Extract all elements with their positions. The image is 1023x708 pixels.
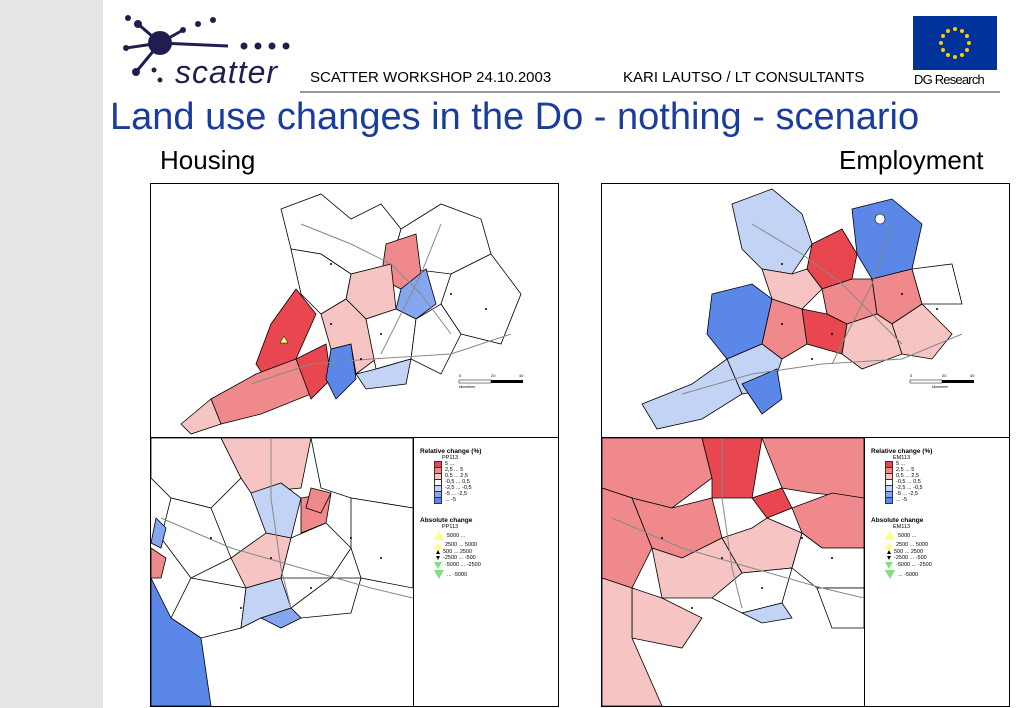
legend-item: 500 ... 2500 [434, 549, 558, 555]
legend-item: ... -5000 [434, 569, 558, 580]
housing-legend-absolute-title: Absolute change [420, 517, 473, 524]
employment-scale-20: 20 [942, 373, 947, 378]
workshop-label: SCATTER WORKSHOP 24.10.2003 [310, 69, 552, 86]
scatter-logo-text: scatter [175, 54, 279, 90]
employment-label: Employment [839, 145, 984, 175]
author-label: KARI LAUTSO / LT CONSULTANTS [623, 69, 865, 86]
housing-scale-unit: kilometres [459, 385, 475, 389]
housing-scale-0: 0 [459, 373, 462, 378]
housing-legend-relative-title: Relative change (%) [420, 448, 482, 455]
employment-scale-40: 40 [970, 373, 975, 378]
legend-item: ... -5 [434, 496, 558, 504]
legend-item: 5000 ... [885, 530, 1009, 541]
employment-scale-unit: kilometres [932, 385, 948, 389]
legend-item: 2500 ... 5000 [885, 541, 1009, 549]
employment-overview-map: 0 20 40 kilometres [601, 183, 1010, 439]
employment-legend-relative-title: Relative change (%) [871, 448, 933, 455]
housing-label: Housing [160, 145, 256, 175]
legend-item: ... -5 [885, 496, 1009, 504]
left-sidebar-strip [0, 0, 103, 708]
employment-scale-0: 0 [910, 373, 913, 378]
employment-legend: Relative change (%) EM113 5 ... 2,5 ... … [864, 438, 1009, 706]
dg-research-logo: DG Research [914, 72, 985, 87]
page-title: Land use changes in the Do - nothing - s… [110, 96, 920, 138]
housing-legend-relative-code: PP113 [442, 455, 459, 461]
employment-legend-absolute-title: Absolute change [871, 517, 924, 524]
housing-overview-map: 0 20 40 kilometres [150, 183, 559, 439]
legend-item: -2500 ... -500 [434, 555, 558, 561]
legend-item: -5000 ... -2500 [885, 561, 1009, 569]
legend-item: 500 ... 2500 [885, 549, 1009, 555]
legend-item: 5000 ... [434, 530, 558, 541]
legend-item: -5000 ... -2500 [434, 561, 558, 569]
header-divider [300, 91, 1000, 93]
legend-item: -2500 ... -500 [885, 555, 1009, 561]
housing-legend: Relative change (%) PP113 5 ... 2,5 ... … [413, 438, 558, 706]
housing-scale-40: 40 [519, 373, 524, 378]
housing-legend-absolute-code: PP113 [442, 524, 459, 530]
legend-item: ... -5000 [885, 569, 1009, 580]
employment-detail-map: Relative change (%) EM113 5 ... 2,5 ... … [601, 437, 1010, 707]
housing-scale-20: 20 [491, 373, 496, 378]
employment-legend-absolute-code: EM113 [893, 524, 911, 530]
scatter-logo [123, 15, 290, 83]
eu-flag-icon [913, 16, 997, 70]
legend-item: 2500 ... 5000 [434, 541, 558, 549]
housing-detail-map: Relative change (%) PP113 5 ... 2,5 ... … [150, 437, 559, 707]
employment-legend-relative-code: EM113 [893, 455, 911, 461]
